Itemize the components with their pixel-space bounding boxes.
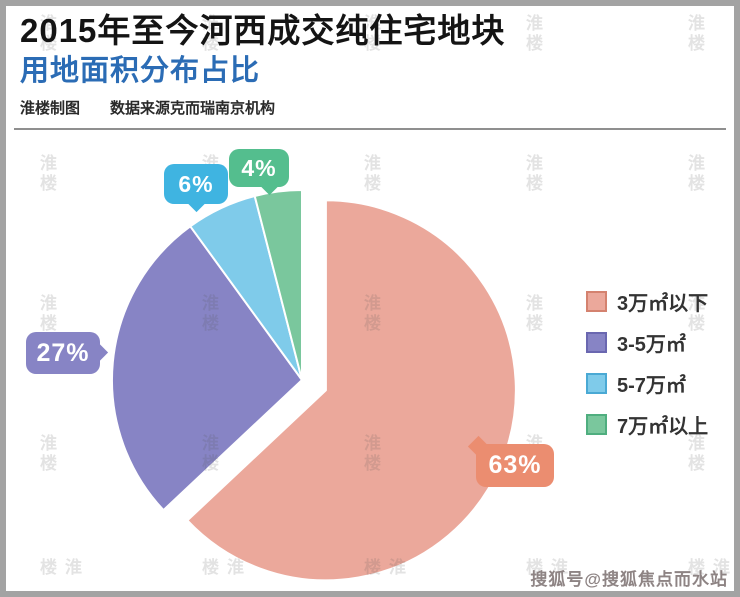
credit-label: 淮楼制图	[20, 100, 81, 118]
sohu-watermark: 搜狐号@搜狐焦点而水站	[530, 570, 728, 589]
slice-callout-63: 63%	[467, 435, 554, 487]
legend-label: 5-7万㎡	[617, 374, 686, 397]
legend-swatch	[586, 413, 607, 435]
pie-chart	[110, 189, 517, 582]
legend-item: 7万㎡以上	[586, 411, 709, 438]
legend-swatch	[586, 290, 607, 312]
pie-slice-4	[253, 189, 303, 381]
header-divider	[14, 128, 726, 130]
callout-value: 63%	[488, 451, 542, 479]
legend: 3万㎡以下 3-5万㎡ 5-7万㎡ 7万㎡以上	[586, 288, 708, 452]
page-title: 2015年至今河西成交纯住宅地块	[20, 12, 506, 49]
legend-item: 3万㎡以下	[586, 288, 709, 315]
slice-callout-27: 27%	[26, 332, 109, 374]
source-line: 淮楼制图 数据来源克而瑞南京机构	[20, 97, 505, 118]
legend-swatch	[586, 372, 607, 394]
pie-slice-27	[110, 225, 303, 512]
slice-callout-6: 6%	[164, 164, 228, 213]
callout-value: 27%	[36, 338, 90, 367]
legend-label: 3-5万㎡	[617, 333, 686, 356]
legend-swatch	[586, 331, 607, 353]
header: 2015年至今河西成交纯住宅地块 用地面积分布占比 淮楼制图 数据来源克而瑞南京机…	[20, 11, 505, 118]
callout-value: 6%	[178, 170, 214, 197]
legend-label: 7万㎡以上	[617, 415, 709, 438]
data-source-label: 数据来源克而瑞南京机构	[110, 100, 276, 118]
slice-callout-4: 4%	[229, 149, 289, 196]
legend-item: 3-5万㎡	[586, 329, 708, 356]
callout-value: 4%	[241, 154, 277, 181]
page-subtitle: 用地面积分布占比	[20, 54, 261, 87]
legend-item: 5-7万㎡	[586, 370, 708, 397]
legend-label: 3万㎡以下	[617, 292, 709, 315]
